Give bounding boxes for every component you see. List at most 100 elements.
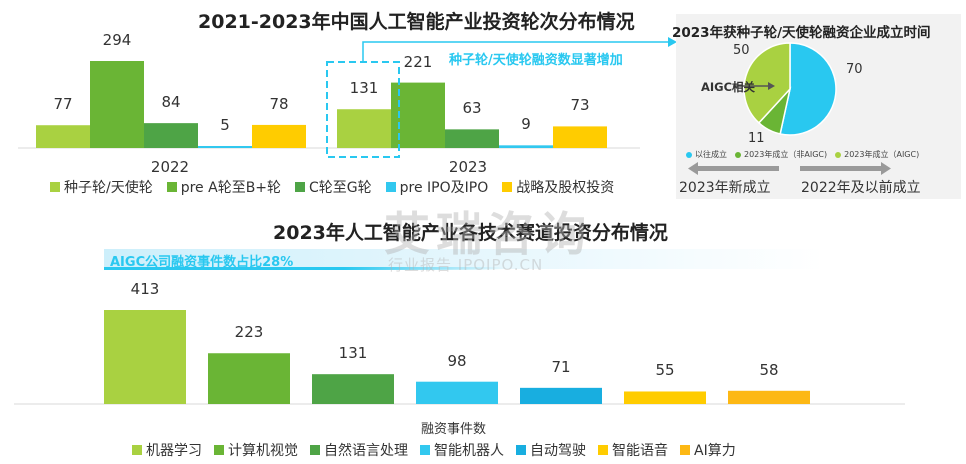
legend-swatch xyxy=(166,182,177,192)
chart1-data-label-seed-2022: 77 xyxy=(53,95,73,114)
legend-label: pre A轮至B+轮 xyxy=(180,180,282,196)
chart3-data-label-nlp: 131 xyxy=(338,344,368,363)
chart1-category-label-2023: 2023 xyxy=(448,158,488,176)
chart1-data-label-preipo-2023: 9 xyxy=(521,115,531,134)
pie-arrow-left-shaft xyxy=(695,166,779,171)
legend-swatch xyxy=(132,445,142,455)
legend-item-nlp: 自然语言处理 xyxy=(310,440,408,460)
legend-swatch xyxy=(50,182,60,192)
pie-legend-item: 2023年成立（AIGC) xyxy=(835,149,919,160)
chart3-bar-compute xyxy=(728,390,810,404)
chart3-data-label-ml: 413 xyxy=(130,280,160,298)
legend-item-seed: 种子轮/天使轮 xyxy=(50,177,153,197)
watermark-main: 艾瑞咨询 xyxy=(384,207,592,261)
legend-label: 战略及股权投资 xyxy=(516,180,615,196)
pie-legend-swatch xyxy=(735,151,741,158)
legend-item-strategy: 战略及股权投资 xyxy=(502,177,614,197)
chart3-data-label-robot: 98 xyxy=(447,351,467,370)
pie-label-aigc: 50 xyxy=(733,43,750,58)
legend-item-cv: 计算机视觉 xyxy=(214,440,298,460)
chart3-data-label-speech: 55 xyxy=(655,361,675,380)
chart3-highlight-bar xyxy=(104,267,504,270)
legend-label: 自然语言处理 xyxy=(324,443,408,459)
legend-swatch xyxy=(295,182,306,192)
legend-item-preipo: pre IPO及IPO xyxy=(385,177,489,197)
pie-annotation-arrowhead xyxy=(768,82,775,90)
chart1-title: 2021-2023年中国人工智能产业投资轮次分布情况 xyxy=(198,11,635,33)
pie-arrow-right-label: 2022年及以前成立 xyxy=(801,180,921,196)
legend-label: 智能机器人 xyxy=(434,443,504,459)
legend-item-ml: 机器学习 xyxy=(132,440,202,460)
legend-swatch xyxy=(680,445,690,455)
pie-label-nonaigc: 11 xyxy=(748,131,765,146)
chart1-bar-seed-2022 xyxy=(36,125,90,148)
chart1-data-label-ctog-2022: 84 xyxy=(161,93,181,112)
chart1-legend: 种子轮/天使轮 pre A轮至B+轮 C轮至G轮 pre IPO及IPO 战略及… xyxy=(50,177,614,197)
legend-item-robot: 智能机器人 xyxy=(420,440,504,460)
legend-swatch xyxy=(598,445,608,455)
pie-legend-item: 2023年成立（非AIGC) xyxy=(735,149,827,160)
chart3-bar-cv xyxy=(208,353,290,404)
legend-swatch xyxy=(502,182,513,192)
chart1-data-label-preipo-2022: 5 xyxy=(220,116,230,134)
chart3-legend: 机器学习 计算机视觉 自然语言处理 智能机器人 自动驾驶 智能语音 AI算力 xyxy=(132,440,736,460)
chart1-bar-prea-2022 xyxy=(90,61,144,148)
chart3-data-label-auto: 71 xyxy=(551,357,571,376)
legend-label: pre IPO及IPO xyxy=(399,180,489,196)
pie-label-prev: 70 xyxy=(846,62,863,77)
chart1-bar-ctog-2022 xyxy=(144,123,198,148)
chart3-bar-nlp xyxy=(312,374,394,404)
legend-label: C轮至G轮 xyxy=(309,180,372,196)
pie-arrow-left-head xyxy=(688,162,698,175)
legend-swatch xyxy=(420,445,430,455)
pie-legend-swatch xyxy=(686,151,692,158)
legend-swatch xyxy=(214,445,224,455)
legend-item-compute: AI算力 xyxy=(680,440,736,460)
watermark-sub: 行业报告 IPOIPO.CN xyxy=(388,256,544,274)
chart1-annotation-connector xyxy=(362,41,668,62)
pie-arrow-right-head xyxy=(881,162,891,175)
chart1-data-label-prea-2022: 294 xyxy=(102,31,132,49)
chart1-bar-ctog-2023 xyxy=(445,129,499,148)
legend-label: 机器学习 xyxy=(146,443,202,459)
chart3-annotation: AIGC公司融资事件数占比28% xyxy=(110,255,294,270)
legend-item-prea: pre A轮至B+轮 xyxy=(166,177,282,197)
legend-item-auto: 自动驾驶 xyxy=(516,440,586,460)
pie-legend: 以往成立 2023年成立（非AIGC) 2023年成立（AIGC) xyxy=(686,149,919,160)
pie-legend-label: 以往成立 xyxy=(695,150,727,159)
legend-swatch xyxy=(310,445,320,455)
chart1-data-label-seed-2023: 131 xyxy=(349,79,379,98)
chart3-data-label-compute: 58 xyxy=(759,360,779,379)
pie-arrow-left-label: 2023年新成立 xyxy=(679,180,771,196)
legend-swatch xyxy=(516,445,526,455)
pie-title: 2023年获种子轮/天使轮融资企业成立时间 xyxy=(672,25,931,41)
chart3-title: 2023年人工智能产业各技术赛道投资分布情况 xyxy=(273,222,668,244)
chart3-bar-robot xyxy=(416,381,498,404)
pie-arrow-right-shaft xyxy=(800,166,884,171)
chart3-xlabel: 融资事件数 xyxy=(421,422,487,437)
chart1-bar-preipo-2022 xyxy=(198,146,252,148)
legend-label: 种子轮/天使轮 xyxy=(64,180,153,196)
chart1-bar-preipo-2023 xyxy=(499,145,553,148)
pie-slice-prev xyxy=(779,42,837,136)
chart3-bar-speech xyxy=(624,391,706,404)
chart1-annotation: 种子轮/天使轮融资数显著增加 xyxy=(449,53,623,68)
pie-legend-label: 2023年成立（AIGC) xyxy=(844,150,920,159)
pie-legend-item: 以往成立 xyxy=(686,149,727,160)
chart1-data-label-ctog-2023: 63 xyxy=(462,99,482,118)
legend-label: 自动驾驶 xyxy=(530,443,586,459)
chart1-data-label-prea-2023: 221 xyxy=(403,52,433,71)
chart3-bar-auto xyxy=(520,387,602,404)
chart3-data-label-cv: 223 xyxy=(234,323,264,342)
pie-annotation: AIGC相关 xyxy=(701,80,756,94)
chart1-annotation-arrowhead xyxy=(668,37,677,47)
pie-legend-swatch xyxy=(835,151,842,158)
legend-item-speech: 智能语音 xyxy=(598,440,668,460)
chart1-category-label-2022: 2022 xyxy=(150,158,190,176)
legend-swatch xyxy=(385,182,396,192)
legend-item-ctog: C轮至G轮 xyxy=(295,177,372,197)
chart1-data-label-strategy-2022: 78 xyxy=(269,94,289,113)
legend-label: 智能语音 xyxy=(612,443,668,459)
